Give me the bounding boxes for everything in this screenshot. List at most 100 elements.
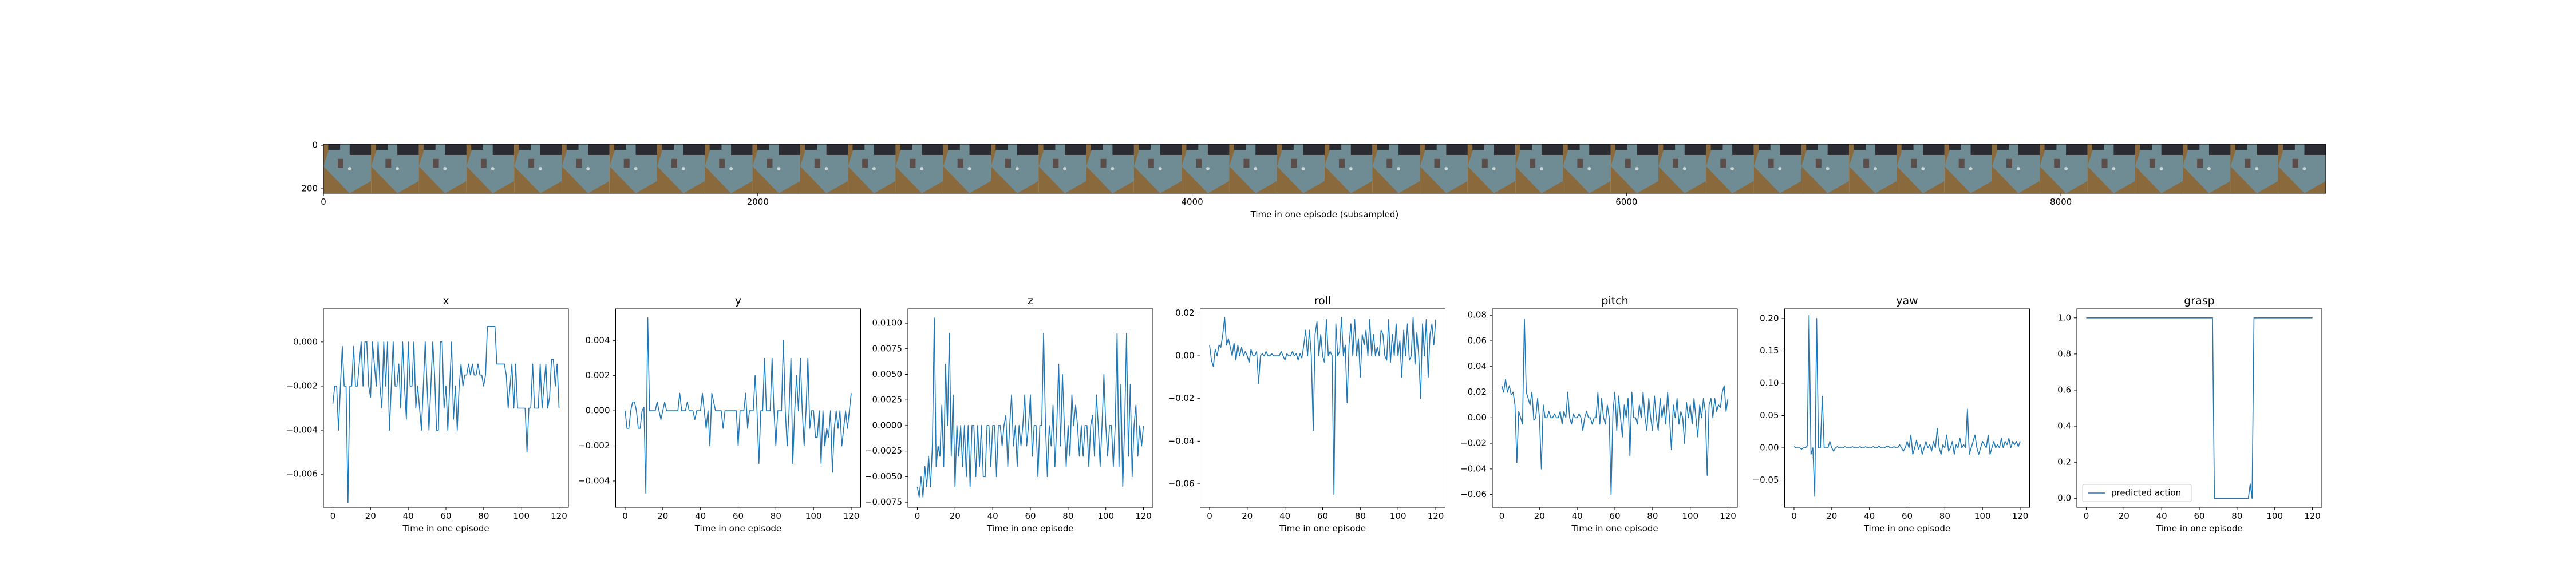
y-tick-label: −0.0025: [865, 446, 902, 456]
frame-thumbnail: [466, 144, 515, 193]
x-tick-label: 100: [1682, 511, 1698, 521]
y-tick-label: −0.05: [1753, 475, 1779, 485]
y-tick-label: −0.0050: [865, 471, 902, 482]
strip-x-tick-label: 4000: [1181, 197, 1203, 207]
x-tick-label: 0: [1499, 511, 1505, 521]
y-tick-label: 0.15: [1760, 345, 1779, 356]
x-tick-label: 80: [1355, 511, 1366, 521]
x-tick-label: 40: [2156, 511, 2167, 521]
frame-thumbnail: [1801, 144, 1850, 193]
frame-thumbnail: [657, 144, 705, 193]
frame-thumbnail: [943, 144, 991, 193]
x-tick-label: 100: [2266, 511, 2283, 521]
y-tick-label: 0.05: [1760, 410, 1779, 420]
x-tick-label: 0: [330, 511, 336, 521]
x-tick-label: 80: [1939, 511, 1950, 521]
frame-thumbnail: [1325, 144, 1373, 193]
x-tick-label: 80: [1062, 511, 1073, 521]
chart-title: z: [1028, 295, 1033, 307]
chart-panel-y: y 0 20 40 60 80 100 120 Time in one episode 0.004…: [578, 295, 861, 534]
x-tick-label: 0: [2084, 511, 2089, 521]
x-tick-label: 100: [1097, 511, 1114, 521]
x-tick-label: 60: [1609, 511, 1620, 521]
x-tick-label: 120: [2012, 511, 2029, 521]
x-tick-label: 100: [1390, 511, 1406, 521]
y-tick-label: 0.0025: [872, 395, 903, 405]
plot-frame: [1492, 308, 1738, 508]
strip-x-tick-label: 2000: [747, 197, 769, 207]
y-tick-label: 0.08: [1468, 310, 1487, 320]
series-line: [1501, 319, 1729, 495]
frame-thumbnail: [2087, 144, 2135, 193]
frame-thumbnail: [752, 144, 800, 193]
chart-panel-z: z 0 20 40 60 80 100 120 Time in one episode 0.010…: [865, 295, 1153, 534]
y-tick-label: −0.004: [286, 425, 318, 435]
frame-thumbnail: [1133, 144, 1182, 193]
x-tick-label: 0: [1791, 511, 1797, 521]
x-tick-label: 40: [403, 511, 414, 521]
frame-thumbnail: [1515, 144, 1563, 193]
x-tick-label: 100: [513, 511, 530, 521]
x-tick-label: 60: [2194, 511, 2204, 521]
y-tick-label: −0.02: [1168, 393, 1195, 403]
y-tick-label: 0.04: [1468, 361, 1487, 371]
plot-frame: [323, 308, 569, 508]
legend-box: [2082, 484, 2192, 502]
series-line: [916, 317, 1144, 498]
series-line: [2086, 317, 2313, 499]
frame-thumbnail: [895, 144, 943, 193]
y-tick-label: −0.06: [1460, 489, 1487, 499]
x-tick-label: 120: [1428, 511, 1444, 521]
x-tick-label: 100: [1974, 511, 1991, 521]
series-line: [1793, 315, 2021, 497]
y-tick-label: 0.8: [2057, 348, 2071, 359]
frame-thumbnail: [2230, 144, 2278, 193]
frame-thumbnail: [562, 144, 610, 193]
x-tick-label: 120: [1135, 511, 1152, 521]
x-tick-label: 120: [2304, 511, 2321, 521]
frame-thumbnail: [418, 144, 467, 193]
x-tick-label: 40: [1279, 511, 1290, 521]
chart-panel-yaw: yaw 0 20 40 60 80 100 120 Time in one episode 0.2…: [1753, 295, 2030, 534]
x-tick-label: 0: [622, 511, 628, 521]
frame-thumbnail: [371, 144, 419, 193]
x-tick-label: 0: [915, 511, 920, 521]
y-tick-label: 0.4: [2057, 421, 2071, 431]
legend: predicted action: [2082, 484, 2192, 502]
frame-thumbnail: [1563, 144, 1611, 193]
x-tick-label: 60: [1902, 511, 1913, 521]
strip-x-axis-label: Time in one episode (subsampled): [1250, 209, 1399, 220]
series-line: [332, 326, 560, 504]
plot-frame: [2076, 308, 2322, 508]
chart-title: grasp: [2184, 295, 2214, 307]
y-tick-label: 0.0050: [872, 369, 903, 379]
frame-thumbnail: [1897, 144, 1945, 193]
y-tick-label: 0.0075: [872, 343, 903, 353]
y-tick-label: −0.006: [286, 469, 318, 479]
x-tick-label: 40: [1864, 511, 1875, 521]
x-tick-label: 20: [1242, 511, 1253, 521]
frame-thumbnail: [2040, 144, 2088, 193]
chart-title: x: [442, 295, 449, 307]
frame-thumbnail: [323, 144, 372, 193]
y-tick-label: 0.20: [1760, 313, 1779, 323]
y-tick-label: −0.002: [286, 380, 318, 391]
x-tick-label: 60: [1025, 511, 1036, 521]
frame-thumbnail: [1038, 144, 1086, 193]
x-tick-label: 120: [843, 511, 860, 521]
chart-title: pitch: [1601, 295, 1628, 307]
x-tick-label: 60: [1317, 511, 1328, 521]
x-tick-label: 20: [950, 511, 961, 521]
y-tick-label: 0.004: [586, 335, 610, 345]
x-tick-label: 20: [1534, 511, 1545, 521]
x-axis-label: Time in one episode: [694, 523, 781, 534]
x-tick-label: 80: [478, 511, 489, 521]
chart-title: roll: [1314, 295, 1332, 307]
x-axis-label: Time in one episode: [1571, 523, 1658, 534]
chart-panel-x: x 0 20 40 60 80 100 120 Time in one episode 0.000…: [286, 295, 569, 534]
chart-title: yaw: [1896, 295, 1918, 307]
x-tick-label: 80: [771, 511, 781, 521]
y-tick-label: 0.000: [586, 406, 610, 416]
